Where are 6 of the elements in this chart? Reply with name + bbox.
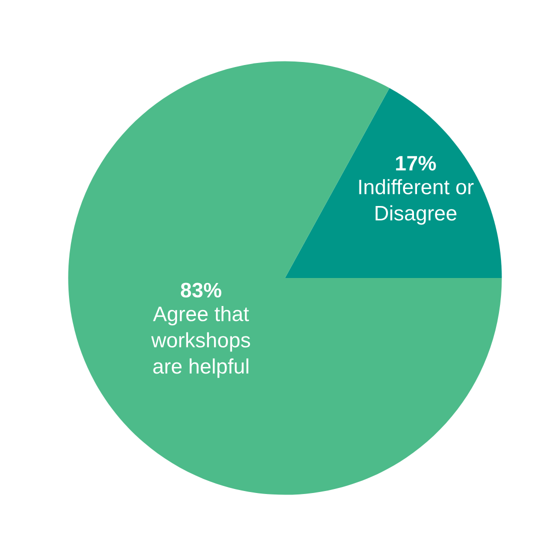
data-label: 17% <box>396 156 436 171</box>
data-label: 83% <box>180 282 222 298</box>
pie-slice <box>285 88 502 278</box>
pie-slice <box>68 61 502 495</box>
slice-label: Agree that workshops are helpful <box>151 306 250 378</box>
slice-label: Indifferent or Disagree <box>359 179 474 225</box>
